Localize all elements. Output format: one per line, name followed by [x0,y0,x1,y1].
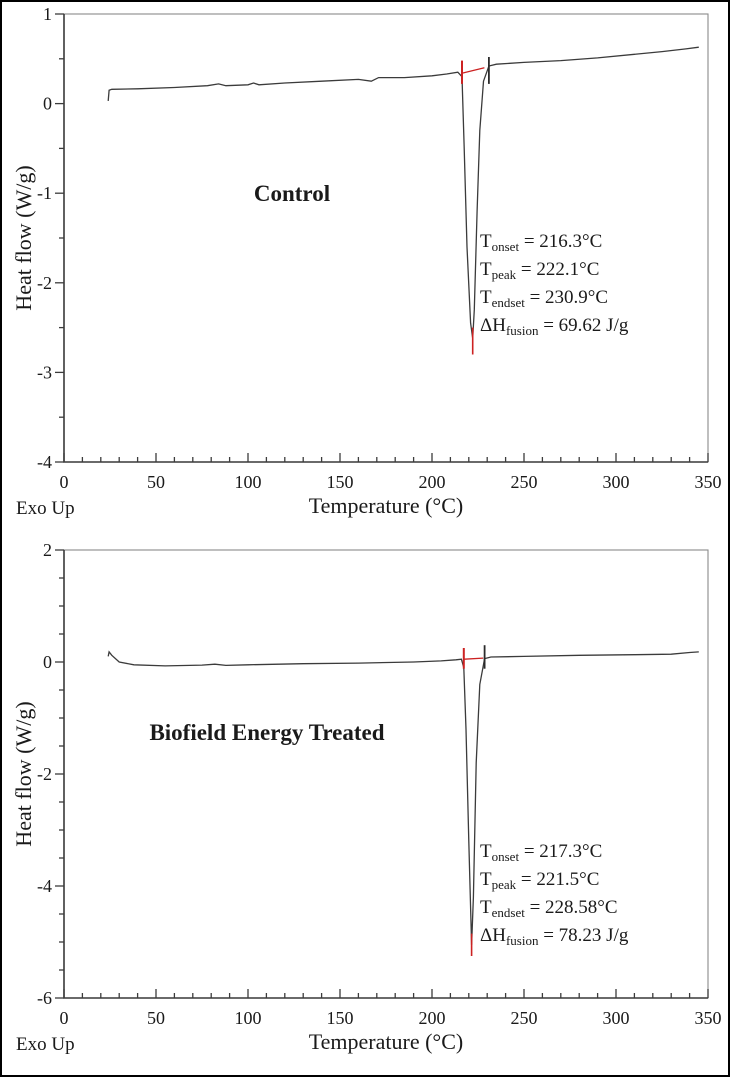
annotation-fusion-enthalpy: ΔHfusion = 78.23 J/g [480,925,629,948]
svg-text:-2: -2 [37,273,52,293]
svg-text:350: 350 [695,472,722,492]
svg-text:1: 1 [43,4,52,24]
x-axis-label: Temperature (°C) [308,1029,464,1054]
svg-text:0: 0 [60,1008,69,1028]
annotation-onset: Tonset = 216.3°C [480,231,603,254]
annotation-peak: Tpeak = 222.1°C [480,259,600,282]
svg-text:250: 250 [511,472,538,492]
svg-text:250: 250 [511,1008,538,1028]
x-axis-label: Temperature (°C) [308,493,464,518]
peak-annotation-control: Tonset = 216.3°C Tpeak = 222.1°C Tendset… [480,228,628,340]
svg-text:-4: -4 [37,876,52,896]
svg-text:0: 0 [43,94,52,114]
svg-text:300: 300 [603,472,630,492]
y-axis-label: Heat flow (W/g) [11,701,36,847]
svg-text:50: 50 [147,1008,165,1028]
exo-up-label: Exo Up [16,498,75,519]
svg-text:200: 200 [419,1008,446,1028]
svg-text:50: 50 [147,472,165,492]
annotation-peak: Tpeak = 221.5°C [480,869,600,892]
svg-text:-6: -6 [37,988,52,1008]
panel-control: 0 50 100 150 200 250 300 350 -4 -3 -2 -1 0 1 Heat flo… [2,2,728,538]
svg-text:-4: -4 [37,452,52,472]
sample-label-biofield-treated: Biofield Energy Treated [149,720,385,745]
annotation-fusion-enthalpy: ΔHfusion = 69.62 J/g [480,315,629,338]
annotation-onset: Tonset = 217.3°C [480,841,603,864]
svg-text:0: 0 [43,652,52,672]
peak-annotation-biofield-treated: Tonset = 217.3°C Tpeak = 221.5°C Tendset… [480,838,628,950]
svg-text:150: 150 [327,472,354,492]
dsc-plot-biofield-treated: 0 50 100 150 200 250 300 350 -6 -4 -2 0 2 [37,540,722,1028]
annotation-endset: Tendset = 230.9°C [480,287,609,310]
svg-text:200: 200 [419,472,446,492]
svg-text:150: 150 [327,1008,354,1028]
svg-text:0: 0 [60,472,69,492]
annotation-endset: Tendset = 228.58°C [480,897,618,920]
svg-text:350: 350 [695,1008,722,1028]
dsc-plot-control: 0 50 100 150 200 250 300 350 -4 -3 -2 -1 0 1 [37,4,722,492]
svg-text:100: 100 [235,472,262,492]
svg-text:-1: -1 [37,183,52,203]
exo-up-label: Exo Up [16,1034,75,1055]
svg-text:300: 300 [603,1008,630,1028]
svg-text:-2: -2 [37,764,52,784]
panel-biofield-treated: 0 50 100 150 200 250 300 350 -6 -4 -2 0 2 Heat flow … [2,538,728,1074]
svg-text:2: 2 [43,540,52,560]
svg-text:-3: -3 [37,362,52,382]
svg-text:100: 100 [235,1008,262,1028]
y-axis-label: Heat flow (W/g) [11,165,36,311]
sample-label-control: Control [253,181,331,206]
